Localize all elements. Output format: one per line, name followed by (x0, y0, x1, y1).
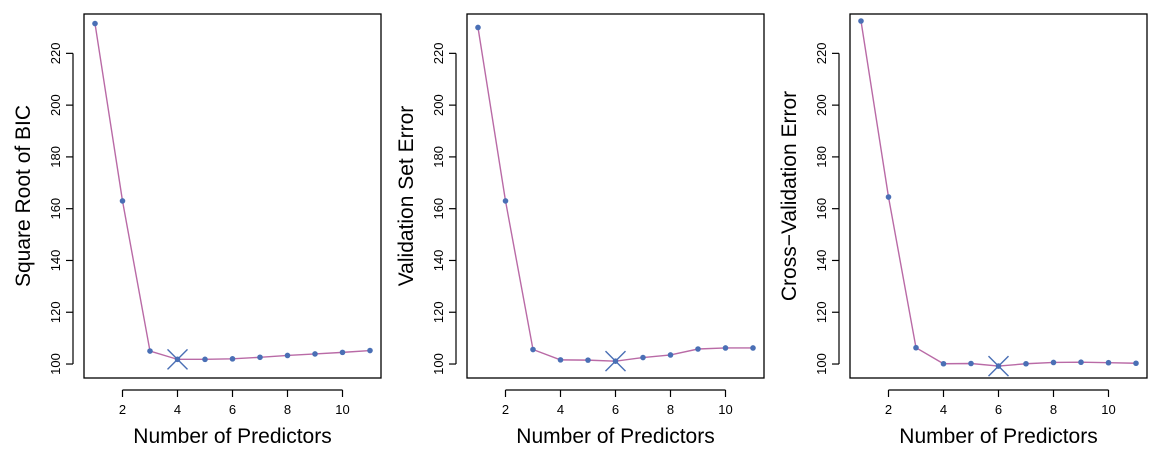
x-tick-label: 8 (667, 402, 674, 417)
data-point (1023, 360, 1029, 367)
data-point (1078, 359, 1084, 366)
data-point (968, 360, 974, 367)
data-point (1105, 359, 1112, 366)
y-tick-label: 140 (814, 250, 829, 272)
data-point (339, 349, 346, 356)
y-axis: 100 120 140 160 180 200 220 Validation Set Erro… (395, 42, 457, 375)
x-tick-label: 4 (557, 402, 564, 417)
series-line (477, 27, 753, 362)
y-tick-label: 120 (814, 301, 829, 323)
marker-stroke (605, 350, 626, 372)
x-axis: 2 4 6 8 10 Number of Predictors (119, 389, 350, 448)
data-point (695, 346, 701, 352)
data-point (367, 347, 373, 354)
data-point (667, 352, 674, 358)
data-point (284, 352, 291, 359)
data-point (858, 18, 864, 24)
y-axis-title: Cross−Validation Error (778, 91, 801, 301)
y-tick-label: 100 (431, 353, 446, 375)
x-tick-label: 10 (718, 402, 732, 417)
x-axis-title: Number of Predictors (899, 425, 1097, 448)
y-tick-label: 200 (814, 94, 829, 116)
x-tick-label: 4 (174, 402, 181, 417)
y-tick-label: 160 (431, 198, 446, 220)
y-tick-label: 220 (48, 42, 63, 64)
minimum-marker-x-icon (167, 348, 188, 370)
y-tick-label: 200 (431, 94, 446, 116)
x-tick-label: 6 (229, 402, 236, 417)
y-tick-label: 180 (431, 146, 446, 168)
x-tick-label: 2 (502, 402, 509, 417)
x-tick-label: 10 (1101, 402, 1115, 417)
series-line (94, 23, 371, 361)
data-point (119, 198, 126, 204)
y-tick-label: 100 (814, 353, 829, 375)
panel-3: 2 4 6 8 10 Number of Predictors 100 120 140 160 18… (778, 13, 1148, 448)
data-point (1133, 360, 1139, 367)
data-point (913, 344, 919, 351)
data-point (229, 356, 236, 362)
data-point (530, 346, 536, 353)
y-tick-label: 100 (48, 353, 63, 375)
y-tick-label: 160 (48, 198, 63, 220)
data-point (202, 356, 208, 363)
x-tick-label: 2 (885, 402, 892, 417)
minimum-marker-x-icon (988, 355, 1009, 377)
data-point (147, 348, 153, 354)
panel-1: 2 4 6 8 10 Number of Predictors 100 120 140 160 18… (12, 13, 382, 448)
x-tick-label: 6 (612, 402, 619, 417)
plot-box (466, 13, 765, 379)
data-point (557, 357, 564, 363)
x-tick-label: 2 (119, 402, 126, 417)
y-tick-label: 120 (48, 301, 63, 323)
x-tick-label: 6 (995, 402, 1002, 417)
y-tick-label: 160 (814, 198, 829, 220)
x-tick-label: 8 (284, 402, 291, 417)
y-tick-label: 140 (48, 250, 63, 272)
data-point (722, 345, 729, 351)
marker-stroke (988, 355, 1009, 377)
plot-box (849, 13, 1148, 379)
data-point (502, 198, 509, 204)
x-axis-title: Number of Predictors (133, 425, 331, 448)
y-tick-label: 180 (48, 146, 63, 168)
y-tick-label: 220 (431, 42, 446, 64)
data-point (750, 345, 756, 351)
y-axis-title: Square Root of BIC (12, 105, 35, 287)
y-tick-label: 200 (48, 94, 63, 116)
x-axis: 2 4 6 8 10 Number of Predictors (885, 389, 1116, 448)
x-tick-label: 10 (335, 402, 349, 417)
y-tick-label: 140 (431, 250, 446, 272)
y-axis-title: Validation Set Error (395, 106, 418, 287)
series-line (860, 20, 1137, 367)
x-axis-title: Number of Predictors (516, 425, 714, 448)
data-point (257, 354, 263, 361)
data-point (885, 194, 892, 200)
marker-stroke (167, 348, 188, 370)
y-tick-label: 220 (814, 42, 829, 64)
x-tick-label: 4 (940, 402, 947, 417)
data-point (92, 20, 98, 27)
data-point (1050, 359, 1057, 366)
data-point (475, 24, 481, 31)
panel-2: 2 4 6 8 10 Number of Predictors 100 120 140 160 18… (395, 13, 765, 448)
data-point (585, 357, 591, 363)
minimum-marker-x-icon (605, 350, 626, 372)
y-axis: 100 120 140 160 180 200 220 Cross−Validation Er… (778, 42, 840, 375)
x-axis: 2 4 6 8 10 Number of Predictors (502, 389, 733, 448)
plot-box (83, 13, 382, 379)
x-tick-label: 8 (1050, 402, 1057, 417)
data-point (312, 351, 318, 357)
data-point (940, 360, 947, 367)
y-axis: 100 120 140 160 180 200 220 Square Root of BIC (12, 42, 74, 375)
y-tick-label: 120 (431, 301, 446, 323)
y-tick-label: 180 (814, 146, 829, 168)
data-point (640, 354, 646, 361)
